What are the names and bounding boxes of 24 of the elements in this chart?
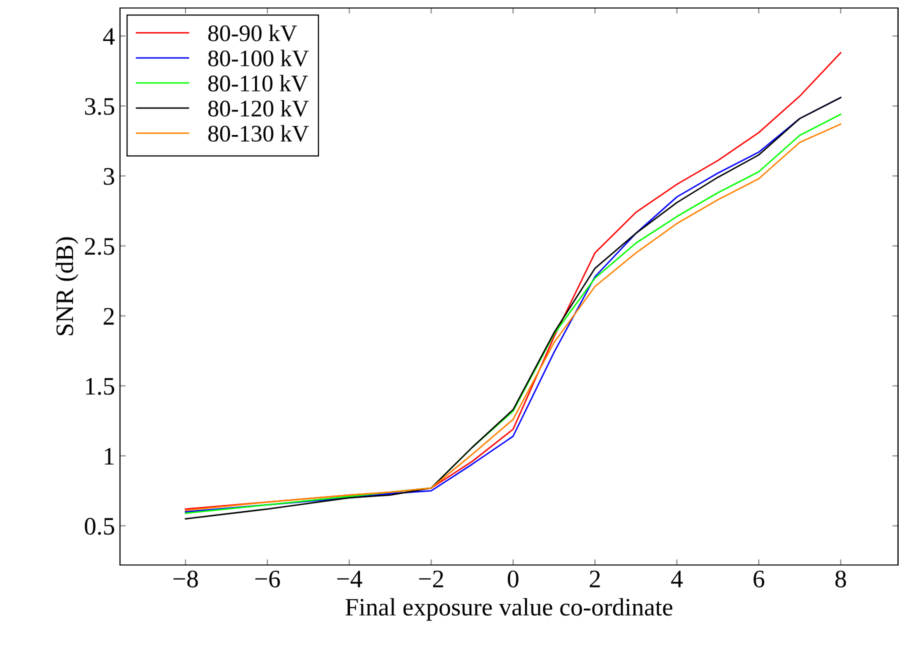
legend-label: 80-130 kV xyxy=(208,125,309,142)
legend-label: 80-110 kV xyxy=(208,74,308,92)
y-tick-label: 2 xyxy=(104,308,114,325)
legend-label: 80-120 kV xyxy=(208,100,309,117)
x-axis-title: Final exposure value co-ordinate xyxy=(346,598,672,621)
y-tick-label: 1.5 xyxy=(86,378,114,395)
x-tick-label: 0 xyxy=(508,570,518,588)
x-tick-label: 6 xyxy=(754,570,764,588)
legend-label: 80-90 kV xyxy=(208,24,297,42)
legend-label: 80-100 kV xyxy=(208,50,309,67)
x-tick-label: −2 xyxy=(419,570,444,588)
y-tick-label: 3.5 xyxy=(85,98,114,115)
x-tick-label: 4 xyxy=(671,570,683,588)
x-tick-label: 2 xyxy=(590,570,600,588)
x-tick-label: 8 xyxy=(835,570,846,588)
y-tick-label: 2.5 xyxy=(84,238,114,255)
y-tick-label: 0.5 xyxy=(84,518,114,535)
x-tick-label: −8 xyxy=(173,570,198,588)
y-axis-title: SNR (dB) xyxy=(56,237,78,336)
x-tick-label: −4 xyxy=(337,570,362,588)
y-tick-label: 1 xyxy=(104,448,114,465)
x-tick-label: −6 xyxy=(255,570,280,588)
y-tick-label: 4 xyxy=(103,28,115,45)
y-tick-label: 3 xyxy=(104,168,114,185)
